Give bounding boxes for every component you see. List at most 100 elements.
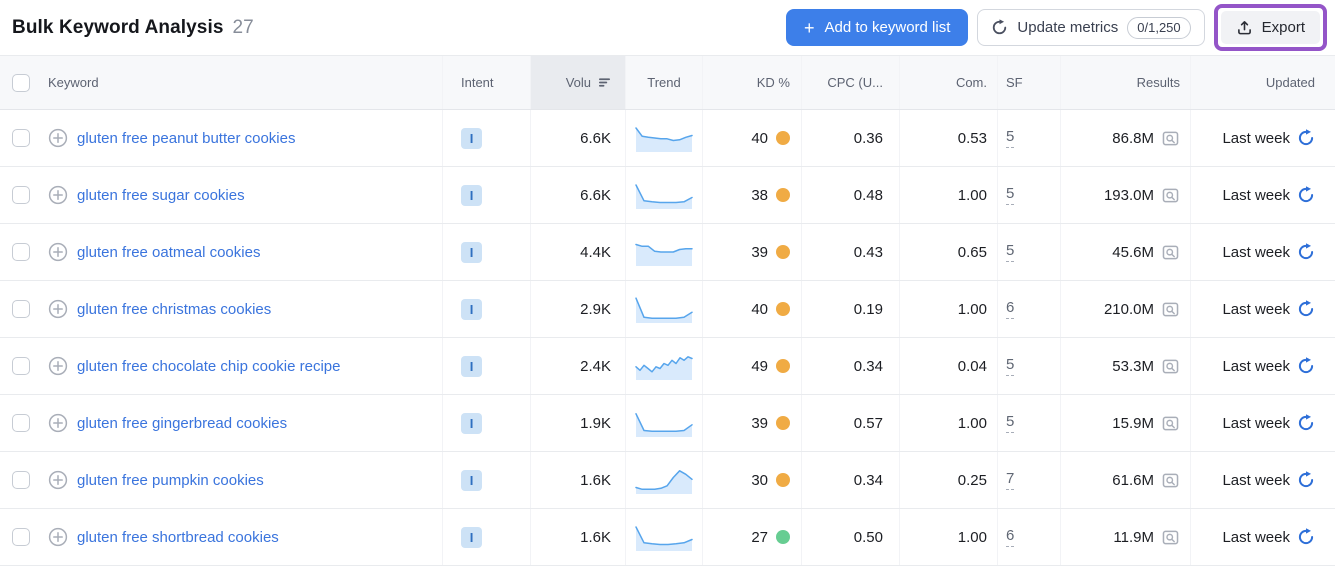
serp-preview-icon[interactable] — [1161, 357, 1180, 376]
serp-features-count[interactable]: 5 — [1006, 413, 1015, 433]
serp-features-count[interactable]: 6 — [1006, 299, 1015, 319]
row-refresh-icon[interactable] — [1297, 243, 1315, 261]
serp-preview-icon[interactable] — [1161, 300, 1180, 319]
kd-difficulty-dot — [776, 188, 790, 202]
add-keyword-plus-circle-icon[interactable] — [48, 470, 68, 490]
column-header-sf[interactable]: SF — [1006, 75, 1023, 90]
kd-value: 39 — [751, 243, 768, 261]
row-checkbox[interactable] — [12, 528, 30, 546]
cpc-value: 0.50 — [853, 528, 883, 546]
column-header-updated[interactable]: Updated — [1265, 75, 1315, 90]
cpc-value: 0.36 — [853, 129, 883, 147]
intent-badge[interactable]: I — [461, 127, 482, 149]
row-refresh-icon[interactable] — [1297, 471, 1315, 489]
serp-preview-icon[interactable] — [1161, 243, 1180, 262]
add-keyword-plus-circle-icon[interactable] — [48, 356, 68, 376]
update-metrics-button[interactable]: Update metrics 0/1,250 — [977, 9, 1205, 46]
select-all-checkbox[interactable] — [12, 73, 30, 92]
com-value: 0.04 — [957, 357, 987, 375]
intent-badge[interactable]: I — [461, 241, 482, 263]
trend-sparkline — [635, 351, 693, 381]
volume-value: 6.6K — [580, 186, 611, 204]
row-refresh-icon[interactable] — [1297, 186, 1315, 204]
row-refresh-icon[interactable] — [1297, 129, 1315, 147]
serp-preview-icon[interactable] — [1161, 528, 1180, 547]
intent-badge[interactable]: I — [461, 355, 482, 377]
trend-sparkline — [635, 522, 693, 552]
column-header-com[interactable]: Com. — [955, 75, 987, 90]
row-checkbox[interactable] — [12, 243, 30, 261]
column-header-results[interactable]: Results — [1136, 75, 1180, 90]
serp-features-count[interactable]: 7 — [1006, 470, 1015, 490]
row-checkbox[interactable] — [12, 300, 30, 318]
serp-features-count[interactable]: 5 — [1006, 185, 1015, 205]
keyword-count: 27 — [232, 16, 254, 38]
row-checkbox[interactable] — [12, 471, 30, 489]
column-header-volume[interactable]: Volu — [565, 75, 591, 90]
update-metrics-label: Update metrics — [1017, 19, 1119, 36]
page-title: Bulk Keyword Analysis — [12, 16, 224, 38]
table-header: Keyword Intent Volu Trend KD % CPC (U...… — [0, 55, 1335, 110]
trend-sparkline — [635, 294, 693, 324]
intent-badge[interactable]: I — [461, 526, 482, 548]
volume-value: 2.9K — [580, 300, 611, 318]
updated-value: Last week — [1222, 357, 1290, 375]
column-header-cpc[interactable]: CPC (U... — [827, 75, 883, 90]
serp-features-count[interactable]: 6 — [1006, 527, 1015, 547]
add-keyword-plus-circle-icon[interactable] — [48, 299, 68, 319]
column-header-kd[interactable]: KD % — [756, 75, 790, 90]
keyword-link[interactable]: gluten free sugar cookies — [77, 186, 245, 204]
row-refresh-icon[interactable] — [1297, 300, 1315, 318]
column-header-keyword[interactable]: Keyword — [48, 75, 99, 90]
keyword-link[interactable]: gluten free chocolate chip cookie recipe — [77, 357, 341, 375]
keyword-link[interactable]: gluten free shortbread cookies — [77, 528, 279, 546]
volume-value: 6.6K — [580, 129, 611, 147]
column-header-trend[interactable]: Trend — [647, 75, 681, 90]
row-refresh-icon[interactable] — [1297, 528, 1315, 546]
column-header-intent[interactable]: Intent — [461, 75, 494, 90]
add-keyword-plus-circle-icon[interactable] — [48, 128, 68, 148]
row-checkbox[interactable] — [12, 414, 30, 432]
cpc-value: 0.48 — [853, 186, 883, 204]
serp-preview-icon[interactable] — [1161, 129, 1180, 148]
add-to-keyword-list-button[interactable]: + Add to keyword list — [785, 9, 969, 46]
row-refresh-icon[interactable] — [1297, 414, 1315, 432]
kd-difficulty-dot — [776, 416, 790, 430]
intent-badge[interactable]: I — [461, 184, 482, 206]
toolbar: Bulk Keyword Analysis 27 + Add to keywor… — [0, 0, 1335, 55]
updated-value: Last week — [1222, 528, 1290, 546]
row-refresh-icon[interactable] — [1297, 357, 1315, 375]
serp-preview-icon[interactable] — [1161, 186, 1180, 205]
table-row: gluten free gingerbread cookies I 1.9K 3… — [0, 395, 1335, 452]
sort-desc-icon[interactable] — [598, 76, 611, 89]
intent-badge[interactable]: I — [461, 298, 482, 320]
add-keyword-plus-circle-icon[interactable] — [48, 185, 68, 205]
row-checkbox[interactable] — [12, 129, 30, 147]
add-keyword-plus-circle-icon[interactable] — [48, 413, 68, 433]
serp-preview-icon[interactable] — [1161, 414, 1180, 433]
serp-features-count[interactable]: 5 — [1006, 128, 1015, 148]
add-to-keyword-list-label: Add to keyword list — [824, 19, 951, 36]
row-checkbox[interactable] — [12, 186, 30, 204]
keyword-link[interactable]: gluten free gingerbread cookies — [77, 414, 288, 432]
intent-badge[interactable]: I — [461, 469, 482, 491]
volume-value: 1.6K — [580, 471, 611, 489]
cpc-value: 0.34 — [853, 471, 883, 489]
keyword-link[interactable]: gluten free oatmeal cookies — [77, 243, 261, 261]
serp-features-count[interactable]: 5 — [1006, 356, 1015, 376]
cpc-value: 0.34 — [853, 357, 883, 375]
add-keyword-plus-circle-icon[interactable] — [48, 527, 68, 547]
keyword-link[interactable]: gluten free pumpkin cookies — [77, 471, 264, 489]
export-highlight-annotation: Export — [1213, 4, 1327, 51]
results-value: 86.8M — [1112, 129, 1154, 147]
serp-features-count[interactable]: 5 — [1006, 242, 1015, 262]
trend-sparkline — [635, 465, 693, 495]
add-keyword-plus-circle-icon[interactable] — [48, 242, 68, 262]
row-checkbox[interactable] — [12, 357, 30, 375]
keyword-link[interactable]: gluten free christmas cookies — [77, 300, 272, 318]
export-button[interactable]: Export — [1220, 11, 1320, 44]
serp-preview-icon[interactable] — [1161, 471, 1180, 490]
results-value: 11.9M — [1113, 528, 1154, 546]
keyword-link[interactable]: gluten free peanut butter cookies — [77, 129, 296, 147]
intent-badge[interactable]: I — [461, 412, 482, 434]
